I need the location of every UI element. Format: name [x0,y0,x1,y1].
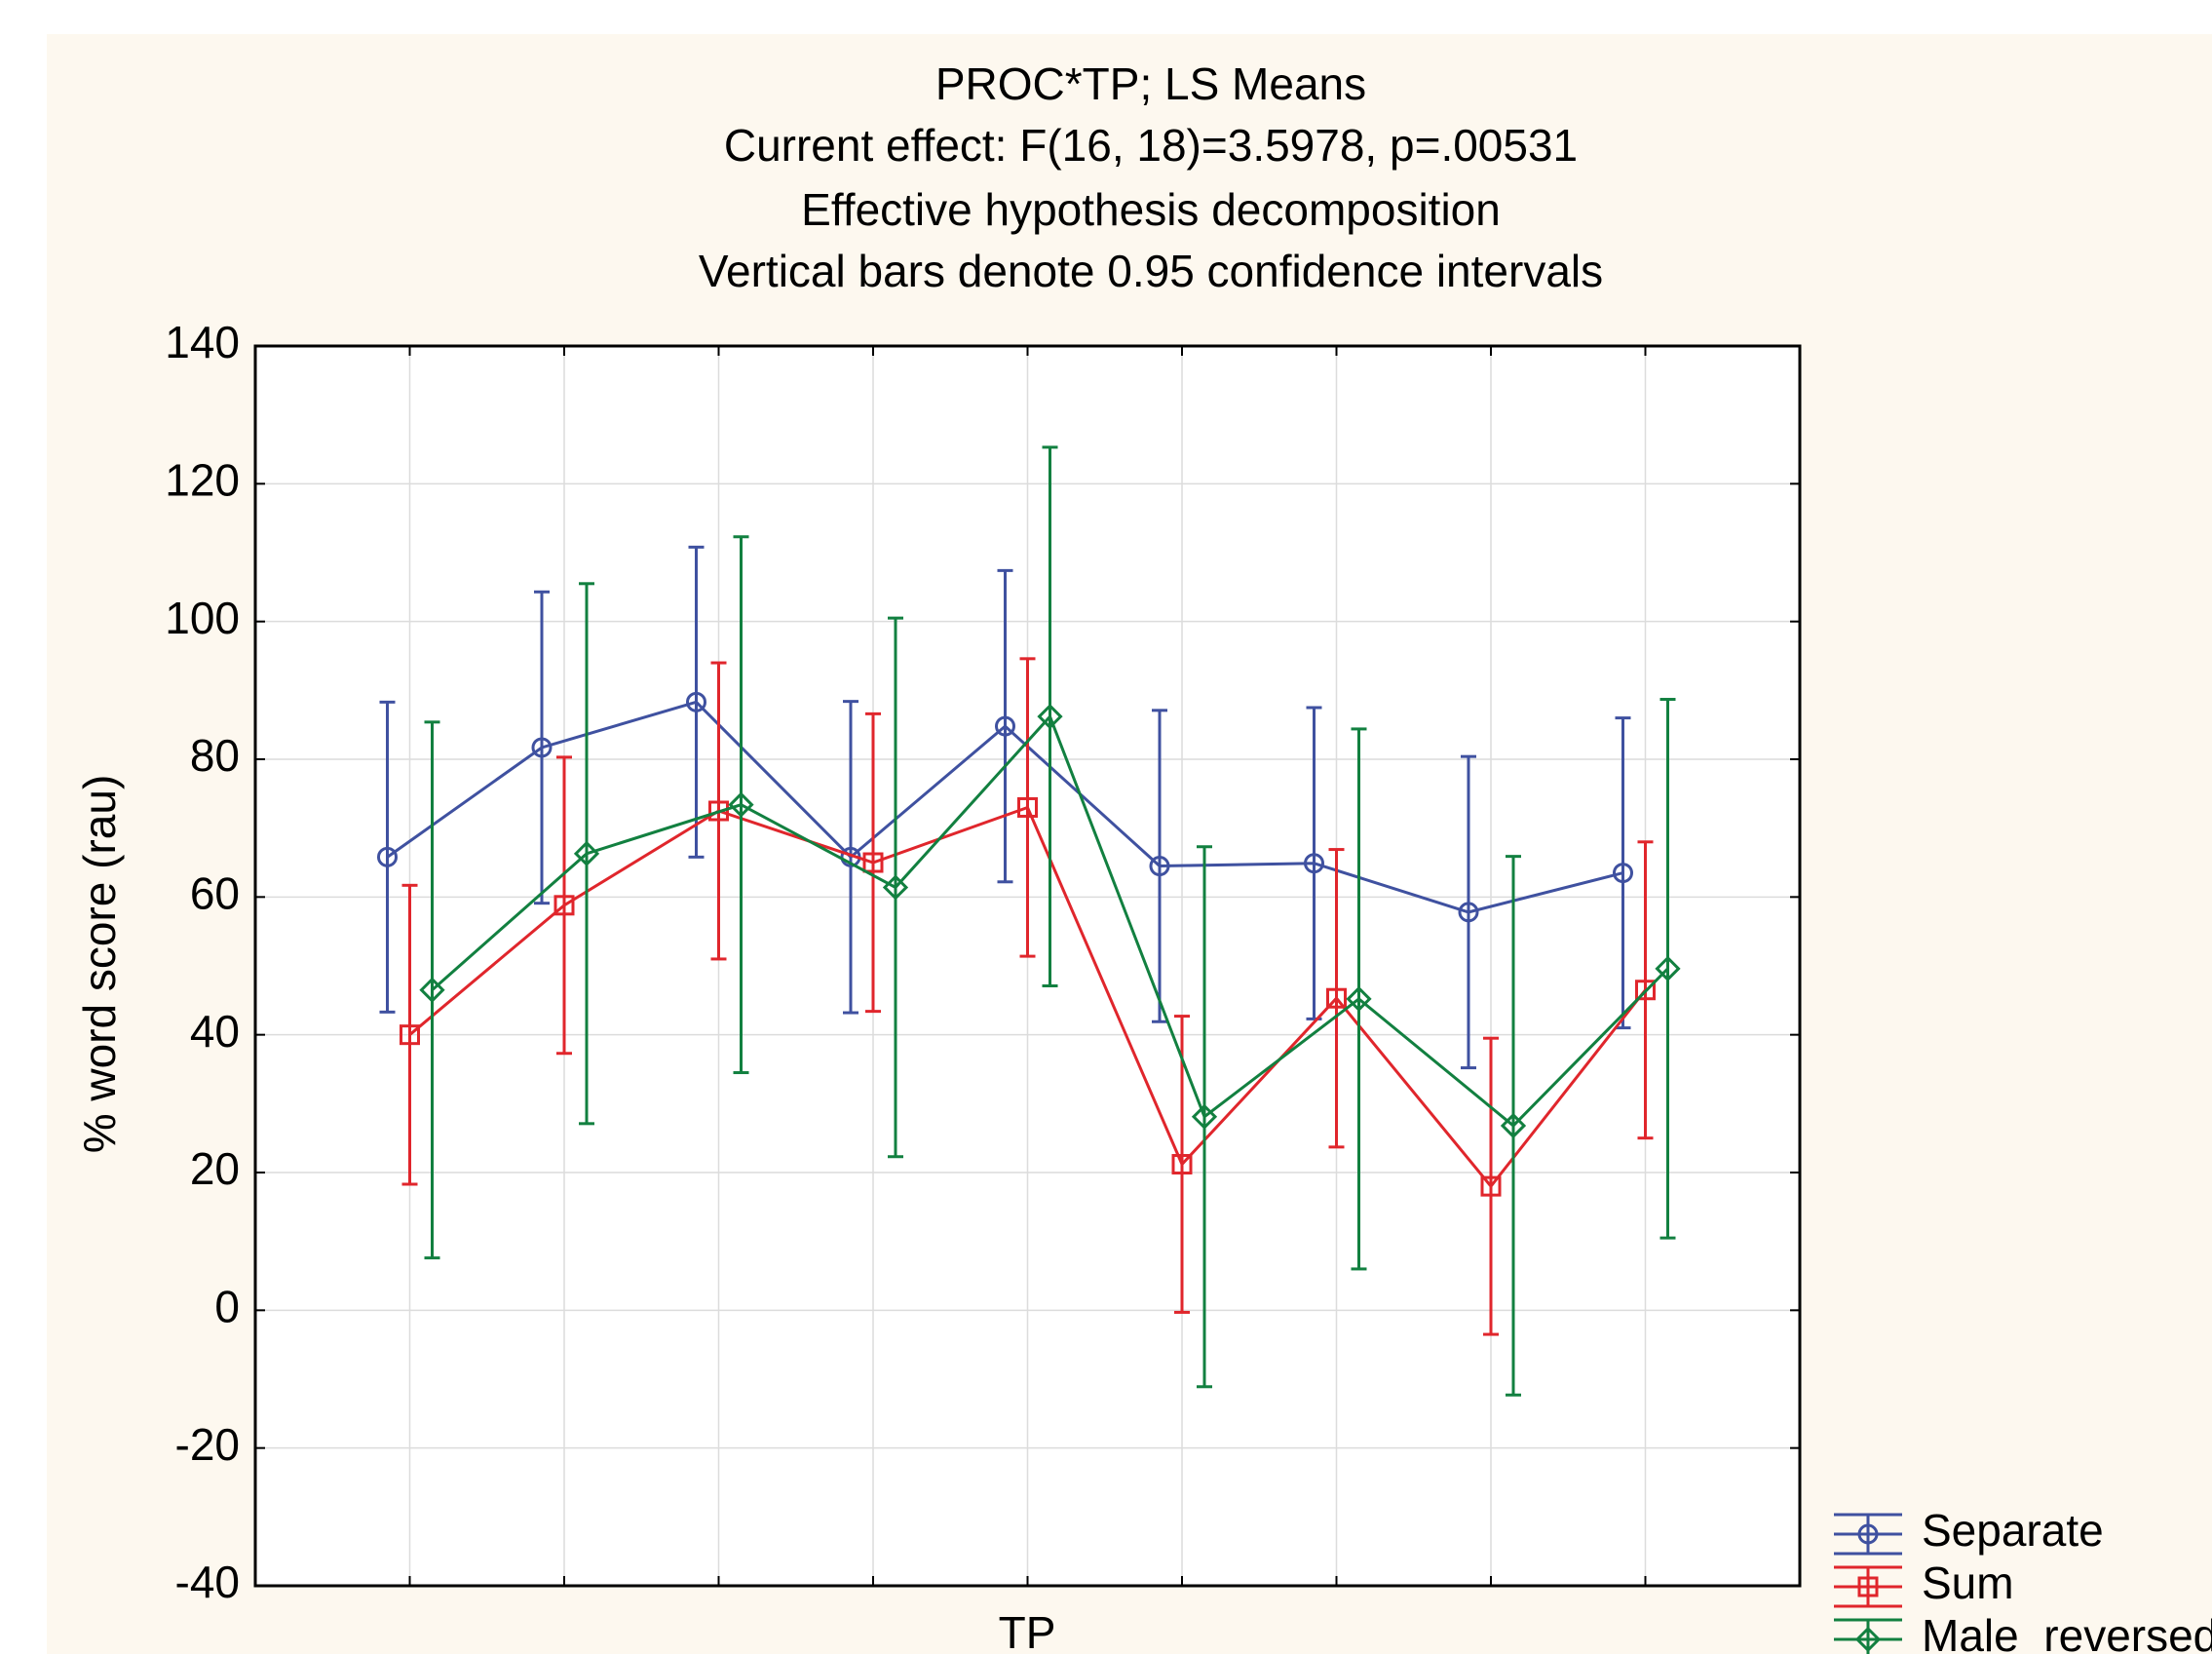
marker [553,895,575,916]
y-tick-label: 100 [165,593,240,643]
y-tick-label: 80 [190,730,240,781]
series [419,445,1681,1397]
marker [1500,1112,1527,1139]
marker [1854,1626,1882,1653]
marker [1480,1175,1502,1197]
marker [995,715,1015,737]
marker [862,852,884,873]
marker [1655,955,1681,981]
y-tick-label: 140 [165,317,240,367]
chart-subtitle: Current effect: F(16, 18)=3.5978, p=.005… [724,120,1578,171]
marker [531,737,553,758]
y-tick-label: -20 [175,1419,240,1470]
marker [1613,863,1633,884]
marker [1171,1154,1193,1175]
marker [1458,902,1479,923]
series [377,545,1633,1070]
marker [1346,985,1372,1013]
legend-label: Separate [1922,1505,2104,1556]
y-tick-label: 120 [165,454,240,505]
marker [400,1024,420,1046]
plot-frame [253,344,1802,1588]
y-tick-label: 60 [190,867,240,918]
series-line [408,805,1647,1189]
marker [728,791,754,818]
marker [1635,980,1656,1001]
marker [377,846,398,867]
legend-item: Sum [1834,1558,2014,1608]
y-tick-label: 0 [214,1281,240,1331]
series-line [431,713,1669,1128]
legend-label: Male_reversed [1922,1610,2212,1654]
chart-subtitle: Vertical bars denote 0.95 confidence int… [699,246,1603,296]
marker [708,800,729,822]
marker [1191,1103,1218,1130]
y-tick-label: 20 [190,1143,240,1194]
legend-item: Separate [1834,1505,2104,1556]
marker [1037,704,1063,730]
marker [882,874,909,901]
marker [1304,853,1324,874]
y-axis-label: % word score (rau) [74,775,125,1154]
marker [573,840,600,866]
marker [1017,796,1038,818]
marker [686,691,706,712]
series-line [386,700,1623,914]
marker [1326,987,1347,1009]
chart-title: PROC*TP; LS Means [935,58,1366,109]
series [400,657,1656,1336]
marker [1857,1523,1879,1545]
marker [1857,1576,1879,1597]
y-tick-label: -40 [175,1557,240,1607]
y-tick-label: 40 [190,1006,240,1057]
chart-subtitle: Effective hypothesis decomposition [801,184,1501,235]
legend-label: Sum [1922,1558,2014,1608]
x-axis-label: TP [999,1607,1056,1654]
marker [1149,856,1170,877]
marker [419,977,445,1003]
legend-item: Male_reversed [1834,1610,2212,1654]
